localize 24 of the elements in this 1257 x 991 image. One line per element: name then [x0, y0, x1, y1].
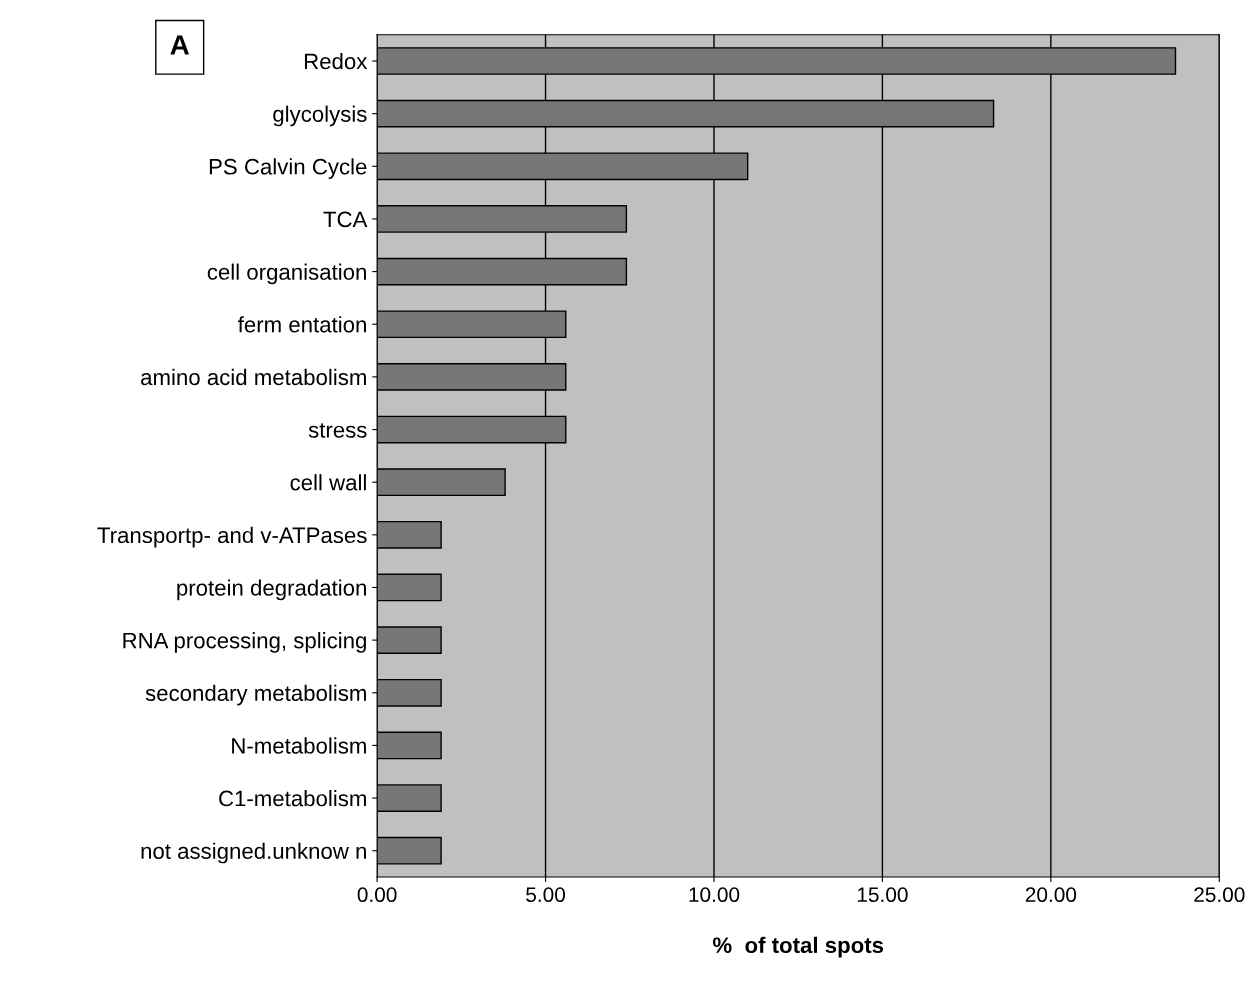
- x-tick-label: 20.00: [1025, 887, 1077, 903]
- text: A: [170, 35, 190, 55]
- y-tick-label: cell organisation: [207, 263, 366, 285]
- y-tick-label: C1-metabolism: [219, 790, 366, 807]
- y-tick-label: N-metabolism: [232, 737, 366, 754]
- x-tick-label: 25.00: [1194, 887, 1245, 903]
- y-tick-label: TCA: [323, 211, 368, 228]
- y-tick-label: glycolysis: [273, 105, 367, 127]
- x-tick-label: 10.00: [689, 887, 740, 903]
- x-axis-title: % of total spots: [712, 936, 884, 958]
- y-tick-label: Redox: [304, 52, 368, 70]
- y-tick-label: stress: [308, 423, 367, 438]
- y-tick-label: protein degradation: [177, 579, 366, 601]
- y-tick-label: ferm entation: [238, 316, 366, 333]
- y-tick-label: PS Calvin Cycle: [209, 158, 367, 179]
- y-tick-label: secondary metabolism: [145, 684, 366, 706]
- y-tick-label: RNA processing, splicing: [123, 632, 366, 653]
- y-tick-label: not assigned.unknow n: [141, 842, 366, 864]
- x-tick-label: 0.00: [357, 887, 397, 903]
- y-tick-label: Transportp- and v-ATPases: [97, 526, 367, 548]
- x-tick-label: 15.00: [857, 887, 908, 903]
- y-tick-label: amino acid metabolism: [141, 368, 366, 386]
- x-tick-label: 5.00: [526, 887, 565, 903]
- y-tick-label: cell wall: [290, 474, 366, 491]
